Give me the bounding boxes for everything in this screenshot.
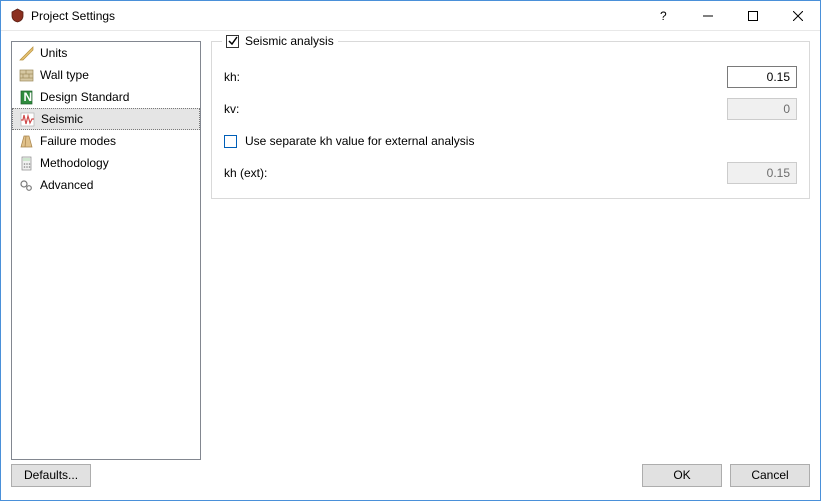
defaults-button[interactable]: Defaults... xyxy=(11,464,91,487)
row-kh: kh: xyxy=(224,66,797,88)
sidebar-item-label: Seismic xyxy=(41,112,83,126)
sidebar-item-advanced[interactable]: Advanced xyxy=(12,174,200,196)
failure-icon xyxy=(18,133,34,149)
use-separate-checkbox[interactable] xyxy=(224,135,237,148)
app-icon xyxy=(9,8,25,24)
sidebar-item-units[interactable]: Units xyxy=(12,42,200,64)
sidebar-item-failure-modes[interactable]: Failure modes xyxy=(12,130,200,152)
content-pane: Seismic analysis kh: kv: Use separate kh… xyxy=(211,41,810,460)
row-use-separate: Use separate kh value for external analy… xyxy=(224,130,797,152)
svg-text:?: ? xyxy=(660,9,667,23)
row-kv: kv: xyxy=(224,98,797,120)
sidebar-item-label: Advanced xyxy=(40,178,93,192)
svg-text:N: N xyxy=(23,90,32,104)
wall-icon xyxy=(18,67,34,83)
maximize-button[interactable] xyxy=(730,1,775,31)
dialog-window: Project Settings ? Units xyxy=(0,0,821,501)
dialog-body: Units Wall type N Design Standard Seismi… xyxy=(1,31,820,460)
group-legend-label: Seismic analysis xyxy=(245,34,334,48)
sidebar-item-methodology[interactable]: Methodology xyxy=(12,152,200,174)
use-separate-label: Use separate kh value for external analy… xyxy=(245,134,474,148)
dialog-footer: Defaults... OK Cancel xyxy=(1,460,820,500)
gears-icon xyxy=(18,177,34,193)
kv-input xyxy=(727,98,797,120)
kv-label: kv: xyxy=(224,102,727,116)
sidebar-item-label: Failure modes xyxy=(40,134,116,148)
kh-ext-label: kh (ext): xyxy=(224,166,727,180)
kh-label: kh: xyxy=(224,70,727,84)
calculator-icon xyxy=(18,155,34,171)
sidebar: Units Wall type N Design Standard Seismi… xyxy=(11,41,201,460)
seismic-icon xyxy=(19,111,35,127)
sidebar-item-wall-type[interactable]: Wall type xyxy=(12,64,200,86)
ok-button[interactable]: OK xyxy=(642,464,722,487)
help-button[interactable]: ? xyxy=(640,1,685,31)
titlebar: Project Settings ? xyxy=(1,1,820,31)
sidebar-item-design-standard[interactable]: N Design Standard xyxy=(12,86,200,108)
close-button[interactable] xyxy=(775,1,820,31)
minimize-button[interactable] xyxy=(685,1,730,31)
sidebar-item-label: Design Standard xyxy=(40,90,129,104)
row-kh-ext: kh (ext): xyxy=(224,162,797,184)
kh-ext-input xyxy=(727,162,797,184)
standard-icon: N xyxy=(18,89,34,105)
window-title: Project Settings xyxy=(31,9,640,23)
sidebar-item-label: Units xyxy=(40,46,67,60)
group-legend: Seismic analysis xyxy=(222,34,338,48)
kh-input[interactable] xyxy=(727,66,797,88)
seismic-analysis-checkbox[interactable] xyxy=(226,35,239,48)
sidebar-item-label: Wall type xyxy=(40,68,89,82)
ruler-icon xyxy=(18,45,34,61)
cancel-button[interactable]: Cancel xyxy=(730,464,810,487)
seismic-groupbox: Seismic analysis kh: kv: Use separate kh… xyxy=(211,41,810,199)
sidebar-item-seismic[interactable]: Seismic xyxy=(12,108,200,130)
sidebar-item-label: Methodology xyxy=(40,156,109,170)
